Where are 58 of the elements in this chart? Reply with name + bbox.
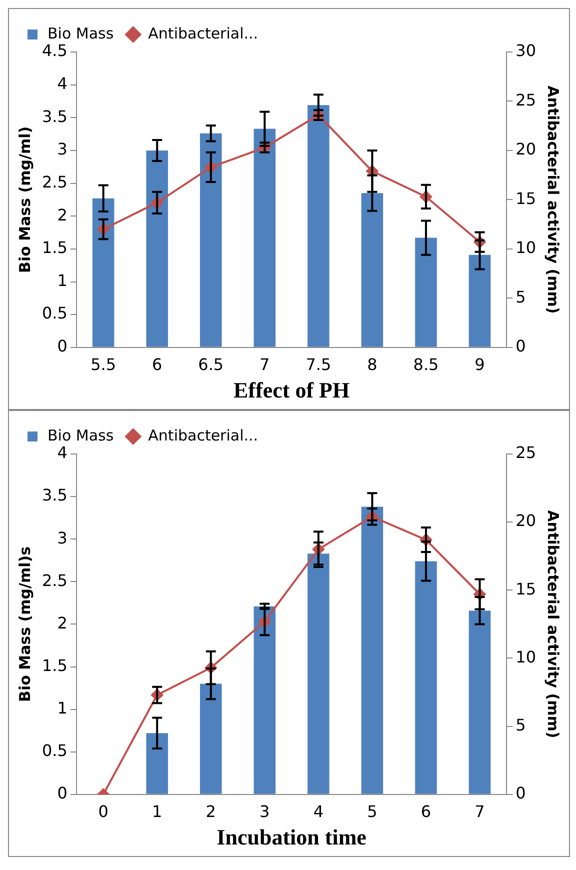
y-axis-title: Bio Mass (mg/ml): [16, 126, 34, 273]
x-tick-label: 6.5: [198, 355, 224, 374]
x-tick-label: 7.5: [306, 355, 332, 374]
y-tick-label: 2: [57, 613, 68, 632]
y-tick-label: 2.5: [42, 172, 68, 192]
y-tick-label: 3: [57, 528, 68, 548]
y-tick-label: 1.5: [42, 238, 68, 258]
x-tick-label: 4: [313, 802, 324, 822]
y-tick-label: 1: [57, 270, 68, 290]
y2-tick-label: 30: [516, 41, 536, 60]
legend-label: Antibacterial...: [148, 426, 258, 444]
x-tick-label: 6: [152, 355, 162, 374]
x-tick-label: 8: [367, 355, 378, 374]
x-tick-label: 9: [474, 355, 485, 374]
y-tick-label: 0.5: [42, 304, 68, 323]
y2-tick-label: 10: [516, 238, 536, 258]
y2-tick-label: 25: [516, 90, 536, 110]
y2-tick-label: 5: [516, 287, 526, 306]
y2-tick-label: 15: [516, 188, 536, 208]
y-tick-label: 4: [57, 443, 68, 462]
x-tick-label: 1: [152, 802, 162, 822]
y2-tick-label: 20: [516, 511, 536, 530]
x-tick-label: 5: [367, 802, 378, 822]
y2-tick-label: 0: [516, 784, 526, 803]
y-tick-label: 3: [57, 140, 68, 159]
legend-label: Bio Mass: [48, 24, 114, 42]
y-tick-label: 2: [57, 205, 68, 224]
y-tick-label: 0.5: [42, 741, 68, 760]
y-tick-label: 0: [57, 336, 68, 356]
y2-tick-label: 0: [516, 336, 526, 356]
x-tick-label: 3: [260, 802, 270, 822]
y2-tick-label: 5: [516, 715, 526, 734]
y-tick-label: 0: [57, 784, 68, 803]
y2-tick-label: 10: [516, 647, 536, 666]
y-tick-label: 3.5: [42, 106, 68, 126]
legend-label: Antibacterial...: [148, 24, 258, 42]
y2-tick-label: 25: [516, 443, 536, 462]
y2-tick-label: 20: [516, 140, 536, 159]
y-tick-label: 3.5: [42, 486, 68, 505]
x-tick-label: 6: [420, 802, 432, 822]
x-tick-label: 7: [474, 802, 485, 822]
y-tick-label: 4: [57, 74, 68, 93]
x-tick-label: 2: [206, 802, 216, 822]
x-axis-title: Incubation time: [216, 824, 367, 850]
x-axis-title: Effect of PH: [234, 377, 350, 402]
y-tick-label: 2.5: [42, 570, 68, 590]
y-tick-label: 1: [57, 698, 68, 718]
legend-label: Bio Mass: [48, 426, 114, 444]
y2-axis-title: Antibacterial activity (mm): [544, 86, 562, 314]
x-tick-label: 5.5: [90, 355, 116, 374]
y2-axis-title: Antibacterial activity (mm): [544, 510, 562, 738]
y2-tick-label: 15: [516, 579, 536, 598]
x-tick-label: 7: [260, 355, 270, 374]
y-axis-title: Bio Mass (mg/ml)s: [16, 546, 34, 702]
x-tick-label: 0: [98, 802, 108, 822]
x-tick-label: 8.5: [413, 355, 439, 374]
y-tick-label: 1.5: [42, 656, 68, 675]
y-tick-label: 4.5: [42, 41, 68, 60]
